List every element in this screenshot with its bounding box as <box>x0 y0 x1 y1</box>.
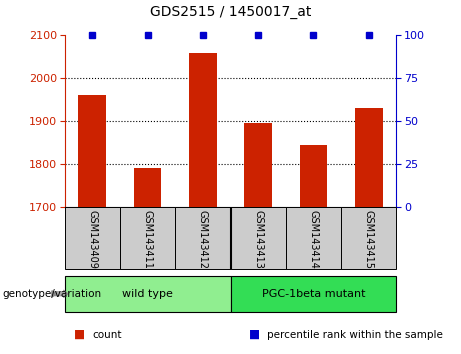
Bar <box>355 108 383 207</box>
Text: wild type: wild type <box>122 289 173 299</box>
Bar <box>120 207 175 269</box>
Bar <box>244 124 272 207</box>
Text: GSM143413: GSM143413 <box>253 210 263 268</box>
Text: GSM143414: GSM143414 <box>308 210 319 268</box>
Text: count: count <box>92 330 122 339</box>
Text: GSM143415: GSM143415 <box>364 210 374 269</box>
Text: ■: ■ <box>249 328 260 341</box>
Bar <box>286 207 341 269</box>
Bar <box>230 276 396 312</box>
Bar <box>300 145 327 207</box>
Text: GSM143409: GSM143409 <box>87 210 97 268</box>
Bar <box>65 207 120 269</box>
Bar <box>78 96 106 207</box>
Text: percentile rank within the sample: percentile rank within the sample <box>267 330 443 339</box>
Text: genotype/variation: genotype/variation <box>2 289 101 299</box>
Text: GSM143411: GSM143411 <box>142 210 153 268</box>
Bar <box>230 207 286 269</box>
Bar <box>65 276 230 312</box>
Text: GDS2515 / 1450017_at: GDS2515 / 1450017_at <box>150 5 311 19</box>
Bar <box>189 53 217 207</box>
Text: PGC-1beta mutant: PGC-1beta mutant <box>262 289 365 299</box>
Bar <box>175 207 230 269</box>
Text: ■: ■ <box>74 328 85 341</box>
Bar <box>341 207 396 269</box>
Text: GSM143412: GSM143412 <box>198 210 208 269</box>
Bar <box>134 169 161 207</box>
